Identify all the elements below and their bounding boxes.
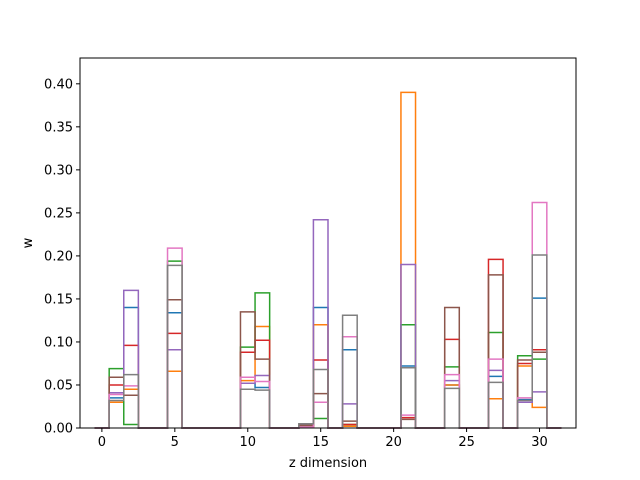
y-tick-label: 0.30 bbox=[44, 163, 73, 178]
y-tick-label: 0.05 bbox=[44, 378, 73, 393]
y-tick-label: 0.15 bbox=[44, 292, 73, 307]
x-tick-label: 10 bbox=[239, 435, 256, 450]
x-tick-label: 30 bbox=[531, 435, 548, 450]
x-tick-label: 15 bbox=[312, 435, 329, 450]
y-tick-label: 0.10 bbox=[44, 335, 73, 350]
y-tick-label: 0.00 bbox=[44, 422, 73, 437]
x-tick-label: 5 bbox=[171, 435, 179, 450]
series-layer bbox=[94, 91, 562, 429]
series-8-step-line bbox=[94, 254, 562, 429]
y-axis-label: w bbox=[21, 237, 36, 248]
y-tick-label: 0.25 bbox=[44, 206, 73, 221]
x-tick-label: 25 bbox=[458, 435, 475, 450]
x-tick-label: 0 bbox=[98, 435, 106, 450]
x-axis-label: z dimension bbox=[289, 456, 367, 471]
plot-frame bbox=[79, 57, 577, 429]
axes-layer: 0 5 10 15 20 25 30 0.00 0.05 0.10 0.15 0.20 0.25 0.30… bbox=[44, 77, 548, 450]
x-tick-label: 20 bbox=[385, 435, 402, 450]
y-tick-label: 0.20 bbox=[44, 249, 73, 264]
y-tick-label: 0.35 bbox=[44, 120, 73, 135]
y-tick-label: 0.40 bbox=[44, 77, 73, 92]
